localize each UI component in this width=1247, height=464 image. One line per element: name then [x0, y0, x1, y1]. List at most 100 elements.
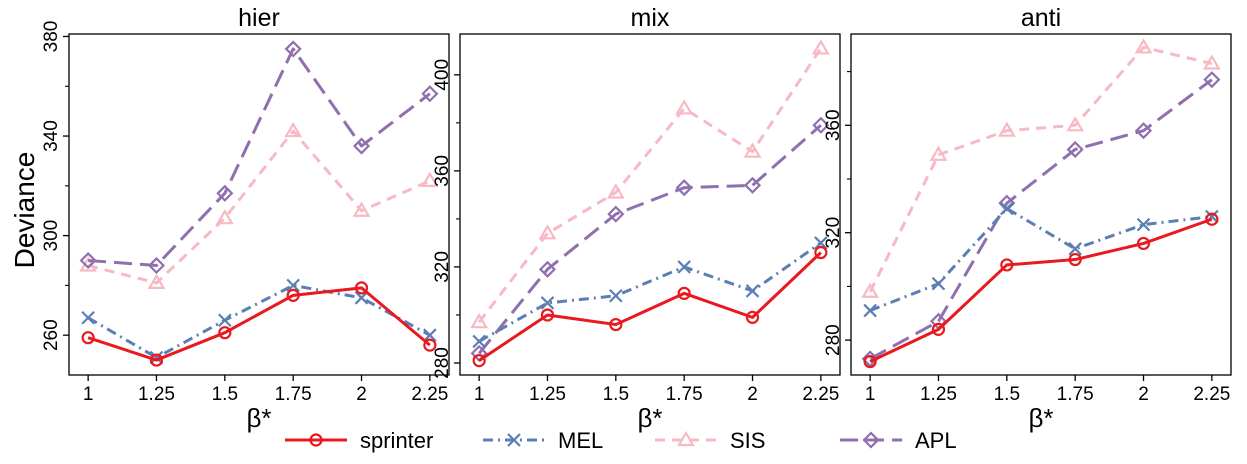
series-line-apl — [869, 78, 1213, 361]
series-mel — [472, 236, 828, 349]
y-tick-label: 280 — [432, 347, 453, 379]
data-point-apl — [1203, 71, 1221, 89]
x-axis-label: β* — [637, 403, 662, 433]
data-point-sis — [284, 121, 303, 138]
data-point-apl — [675, 179, 693, 197]
data-point-sprinter — [472, 353, 486, 368]
chart-legend: sprinter MEL SIS APL — [285, 428, 957, 453]
data-point-apl — [1066, 140, 1084, 159]
data-point-mel — [218, 313, 232, 328]
data-point-sprinter — [931, 322, 946, 336]
data-point-mel — [863, 303, 877, 318]
panel-title: mix — [631, 4, 670, 32]
panel-mix: mix 1 1.25 1.5 1.75 2 2.25 β* 280 320 360 400 — [432, 4, 841, 433]
series-sis — [79, 121, 439, 290]
data-point-mel — [814, 236, 828, 250]
data-point-sis — [420, 171, 439, 187]
legend-entry-apl: APL — [840, 428, 957, 453]
data-point-sis — [675, 99, 694, 115]
data-point-sis — [743, 142, 762, 158]
data-point-apl — [538, 260, 557, 278]
data-point-mel — [354, 291, 369, 305]
y-tick-label: 260 — [41, 319, 62, 351]
x-tick-label: 1 — [865, 384, 876, 405]
series-line-sprinter — [478, 251, 822, 362]
panel-hier: hier 1 1.25 1.5 1.75 2 2.25 β* 260 300 340 380 — [41, 4, 450, 433]
x-tick-label: 1.25 — [920, 384, 957, 405]
legend-label: SIS — [730, 428, 765, 453]
x-tick-label: 2 — [747, 384, 758, 405]
series-sprinter — [472, 245, 828, 368]
panel-title: anti — [1021, 4, 1061, 32]
x-tick-label: 1 — [83, 384, 94, 405]
legend-swatch-marker — [677, 430, 695, 447]
x-tick-label: 1.75 — [666, 384, 703, 405]
data-point-apl — [1134, 122, 1153, 140]
data-point-sprinter — [354, 281, 369, 295]
series-line-mel — [478, 241, 822, 343]
data-point-sprinter — [540, 308, 555, 322]
y-tick-label: 380 — [41, 21, 62, 53]
data-point-sis — [352, 201, 371, 217]
x-axis-label: β* — [246, 403, 271, 433]
series-apl — [470, 116, 830, 362]
panel-anti: anti 1 1.25 1.5 1.75 2 2.25 β* 280 320 360 — [823, 4, 1232, 433]
data-point-mel — [81, 310, 95, 325]
data-point-sprinter — [218, 326, 232, 340]
data-point-mel — [1000, 201, 1014, 216]
chart-panels: hier 1 1.25 1.5 1.75 2 2.25 β* 260 300 340 380 mix 1 1… — [41, 4, 1232, 433]
legend-label: sprinter — [360, 428, 433, 453]
legend-label: MEL — [558, 428, 603, 453]
data-point-sis — [1134, 38, 1153, 54]
series-line-apl — [88, 47, 431, 267]
x-tick-label: 2 — [356, 384, 367, 405]
data-point-sprinter — [1000, 258, 1014, 272]
data-point-sprinter — [814, 245, 828, 260]
series-line-sis — [87, 129, 431, 285]
data-point-sprinter — [423, 338, 437, 352]
panel-frame — [68, 33, 450, 376]
x-tick-label: 1.5 — [212, 384, 238, 405]
series-line-mel — [87, 283, 431, 360]
series-sprinter — [81, 281, 437, 367]
data-point-sis — [929, 145, 948, 161]
series-line-mel — [869, 207, 1213, 312]
data-point-apl — [284, 40, 302, 58]
data-point-apl — [812, 116, 830, 134]
panel-frame — [850, 33, 1232, 376]
data-point-apl — [743, 176, 762, 194]
series-apl — [79, 40, 439, 275]
data-point-mel — [931, 276, 946, 291]
x-tick-label: 1 — [474, 384, 485, 405]
data-point-apl — [147, 256, 166, 275]
data-point-mel — [286, 278, 300, 293]
series-sis — [861, 38, 1221, 298]
panel-title: hier — [238, 4, 280, 32]
y-tick-label: 280 — [823, 324, 844, 356]
legend-swatch-marker — [507, 433, 521, 447]
data-point-mel — [472, 334, 486, 349]
data-point-sis — [538, 224, 557, 240]
y-tick-label: 320 — [823, 217, 844, 249]
data-point-sprinter — [149, 353, 164, 367]
data-point-sis — [997, 121, 1016, 137]
data-point-apl — [352, 137, 371, 155]
legend-entry-mel: MEL — [483, 428, 603, 453]
y-tick-label: 300 — [41, 220, 62, 252]
data-point-apl — [607, 205, 625, 223]
data-point-sprinter — [1136, 236, 1151, 251]
legend-entry-sis: SIS — [655, 428, 765, 453]
y-axis-label: Deviance — [9, 152, 40, 269]
data-point-sprinter — [745, 310, 760, 324]
y-tick-label: 400 — [432, 59, 453, 91]
data-point-sprinter — [1205, 212, 1219, 226]
data-point-apl — [216, 184, 234, 202]
y-tick-label: 360 — [432, 155, 453, 187]
y-tick-label: 340 — [41, 120, 62, 152]
data-point-sis — [1202, 54, 1221, 70]
series-line-sprinter — [869, 217, 1213, 363]
x-tick-label: 1.75 — [275, 384, 312, 405]
data-point-sprinter — [609, 317, 623, 332]
